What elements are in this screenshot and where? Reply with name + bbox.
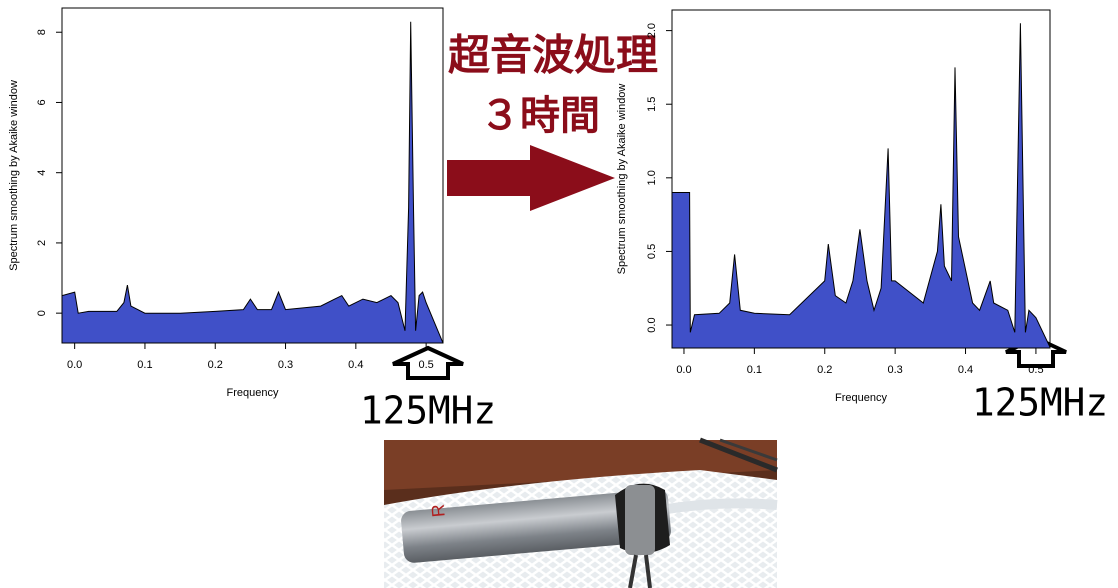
x-tick-label: 0.0	[67, 359, 82, 371]
plot-frame	[671, 9, 1051, 349]
plot-frame	[61, 7, 444, 344]
x-tick-label: 0.4	[958, 364, 973, 376]
x-tick-label: 0.3	[887, 364, 902, 376]
x-tick-label: 0.2	[208, 359, 223, 371]
subheading: ３時間	[480, 93, 600, 139]
photo: R	[384, 437, 778, 588]
y-tick-label: 1.5	[646, 97, 658, 112]
x-tick-label: 0.5	[418, 359, 433, 371]
photo-mark: R	[428, 503, 449, 518]
y-tick-label: 6	[36, 99, 48, 105]
x-tick-label: 0.0	[676, 364, 691, 376]
x-tick-label: 0.5	[1028, 364, 1043, 376]
x-tick-label: 0.1	[137, 359, 152, 371]
y-tick-label: 2.0	[646, 23, 658, 38]
y-tick-label: 0	[36, 310, 48, 316]
x-axis-label: Frequency	[227, 387, 279, 399]
arrow	[447, 145, 615, 211]
area-line	[62, 21, 443, 343]
x-tick-label: 0.1	[747, 364, 762, 376]
y-tick-label: 2	[36, 240, 48, 246]
y-axis-label: Spectrum smoothing by Akaike window	[616, 84, 628, 275]
x-axis-label: Frequency	[835, 392, 887, 404]
marker-label: 125MHz	[360, 389, 496, 433]
y-tick-label: 1.0	[646, 170, 658, 185]
y-tick-label: 0.0	[646, 317, 658, 332]
y-axis-label: Spectrum smoothing by Akaike window	[8, 80, 20, 271]
marker-label: 125MHz	[972, 381, 1108, 425]
y-tick-label: 4	[36, 170, 48, 176]
heading: 超音波処理	[448, 31, 658, 80]
y-tick-label: 0.5	[646, 244, 658, 259]
marker-arrow	[392, 345, 464, 380]
area-line	[672, 23, 1050, 348]
area-fill	[62, 21, 443, 343]
x-tick-label: 0.4	[348, 359, 363, 371]
x-tick-label: 0.3	[278, 359, 293, 371]
x-tick-label: 0.2	[817, 364, 832, 376]
y-tick-label: 8	[36, 29, 48, 35]
